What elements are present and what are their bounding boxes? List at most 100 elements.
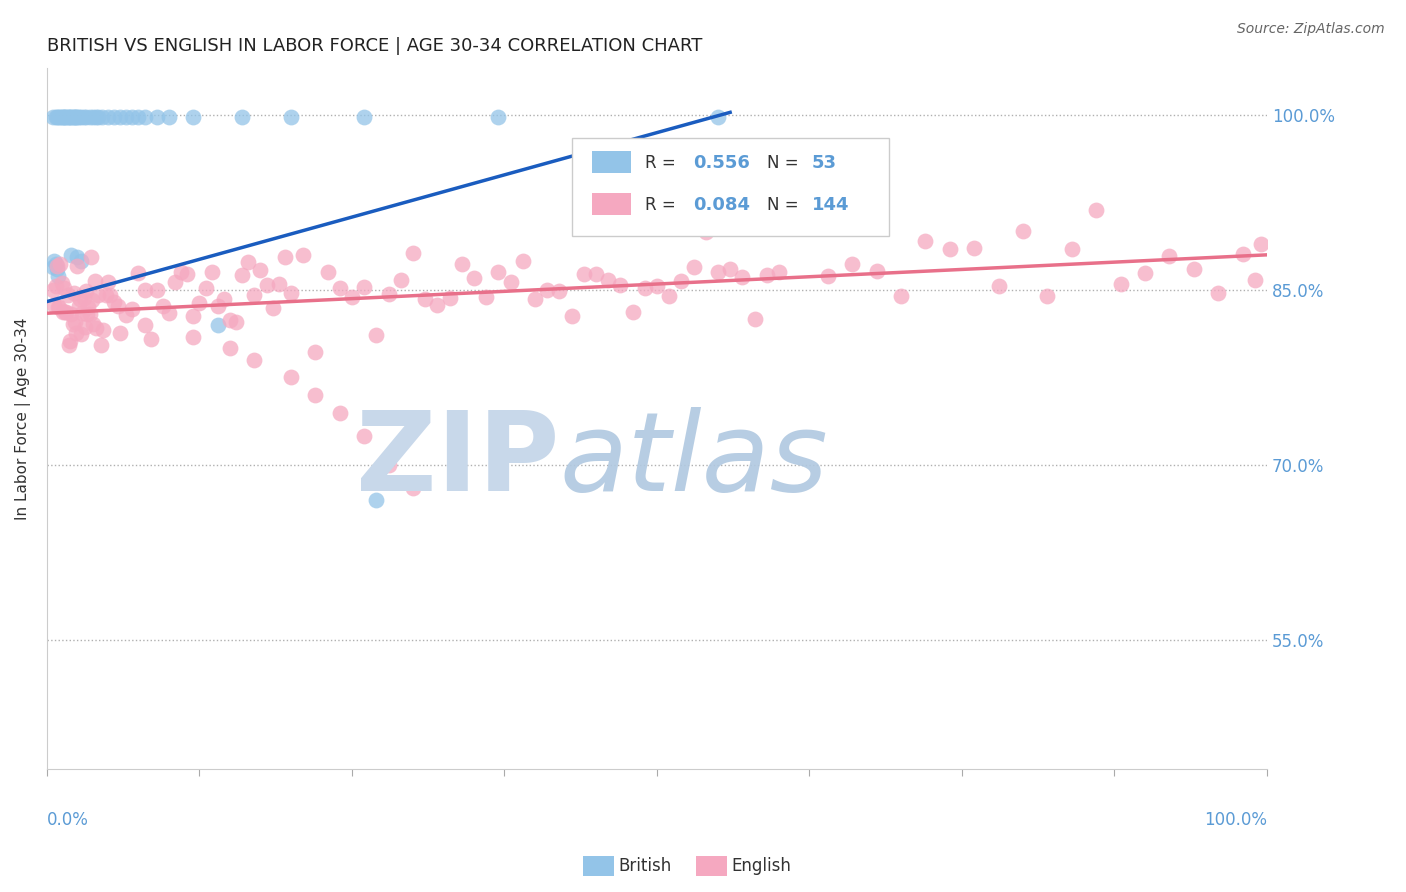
Point: [75, 110, 97, 124]
Point: [121, 110, 143, 124]
Point: [44, 297, 66, 311]
Point: [170, 265, 193, 279]
Point: [97, 275, 120, 289]
Point: [1085, 203, 1108, 218]
Point: [486, 110, 509, 124]
Point: [280, 370, 302, 384]
Point: [1243, 273, 1265, 287]
Point: [1109, 277, 1132, 291]
Point: [108, 326, 131, 341]
Text: N =: N =: [766, 153, 804, 171]
Point: [90, 110, 112, 124]
Bar: [592, 193, 631, 215]
Point: [69, 292, 91, 306]
Point: [55, 110, 77, 124]
Point: [73, 320, 96, 334]
Point: [731, 269, 754, 284]
Point: [67, 299, 90, 313]
Point: [70, 110, 93, 124]
Point: [45, 110, 67, 124]
Point: [267, 277, 290, 292]
Point: [45, 259, 67, 273]
Point: [100, 288, 122, 302]
Point: [682, 260, 704, 275]
Point: [77, 300, 100, 314]
Point: [42, 260, 65, 274]
Point: [1250, 237, 1272, 252]
Point: [207, 299, 229, 313]
Point: [841, 257, 863, 271]
Point: [671, 274, 693, 288]
Point: [46, 300, 69, 314]
Point: [52, 110, 75, 124]
Point: [87, 110, 110, 124]
Point: [134, 283, 156, 297]
Point: [201, 265, 224, 279]
Point: [249, 263, 271, 277]
Point: [65, 110, 87, 124]
Point: [76, 307, 98, 321]
Point: [79, 110, 101, 124]
Point: [914, 234, 936, 248]
Point: [963, 241, 986, 255]
Point: [1036, 289, 1059, 303]
Point: [1060, 242, 1083, 256]
Point: [48, 110, 70, 124]
Point: [377, 286, 399, 301]
Point: [70, 253, 93, 268]
Point: [90, 338, 112, 352]
Point: [1206, 285, 1229, 300]
Point: [157, 306, 180, 320]
Point: [744, 312, 766, 326]
Text: 0.0%: 0.0%: [46, 811, 89, 829]
Point: [55, 304, 77, 318]
Text: N =: N =: [766, 195, 804, 213]
Point: [645, 279, 668, 293]
Point: [49, 257, 72, 271]
Text: 0.084: 0.084: [693, 195, 751, 213]
Point: [426, 298, 449, 312]
Text: BRITISH VS ENGLISH IN LABOR FORCE | AGE 30-34 CORRELATION CHART: BRITISH VS ENGLISH IN LABOR FORCE | AGE …: [46, 37, 703, 55]
Point: [62, 317, 84, 331]
Point: [75, 285, 97, 299]
Text: R =: R =: [645, 195, 681, 213]
Point: [609, 278, 631, 293]
Point: [145, 283, 167, 297]
Point: [304, 388, 326, 402]
Point: [1133, 266, 1156, 280]
Point: [316, 264, 339, 278]
Point: [707, 110, 730, 124]
Point: [658, 289, 681, 303]
Point: [366, 328, 388, 343]
FancyBboxPatch shape: [572, 138, 889, 236]
Point: [695, 225, 717, 239]
Point: [60, 307, 83, 321]
Point: [103, 294, 125, 309]
Point: [634, 281, 657, 295]
Point: [84, 110, 107, 124]
Point: [274, 250, 297, 264]
Point: [59, 334, 82, 348]
Point: [157, 110, 180, 124]
Point: [127, 110, 149, 124]
Point: [486, 265, 509, 279]
Point: [49, 110, 72, 124]
Point: [238, 255, 260, 269]
Point: [82, 110, 104, 124]
Point: [304, 345, 326, 359]
Point: [207, 318, 229, 332]
Point: [134, 110, 156, 124]
Point: [548, 284, 571, 298]
Text: English: English: [731, 857, 792, 875]
Point: [60, 110, 83, 124]
Bar: [592, 151, 631, 173]
Point: [115, 110, 138, 124]
Point: [792, 208, 814, 222]
Point: [439, 291, 461, 305]
Point: [280, 110, 302, 124]
Point: [231, 268, 253, 282]
Point: [63, 110, 86, 124]
Text: British: British: [619, 857, 672, 875]
Point: [56, 110, 79, 124]
Point: [82, 293, 104, 307]
